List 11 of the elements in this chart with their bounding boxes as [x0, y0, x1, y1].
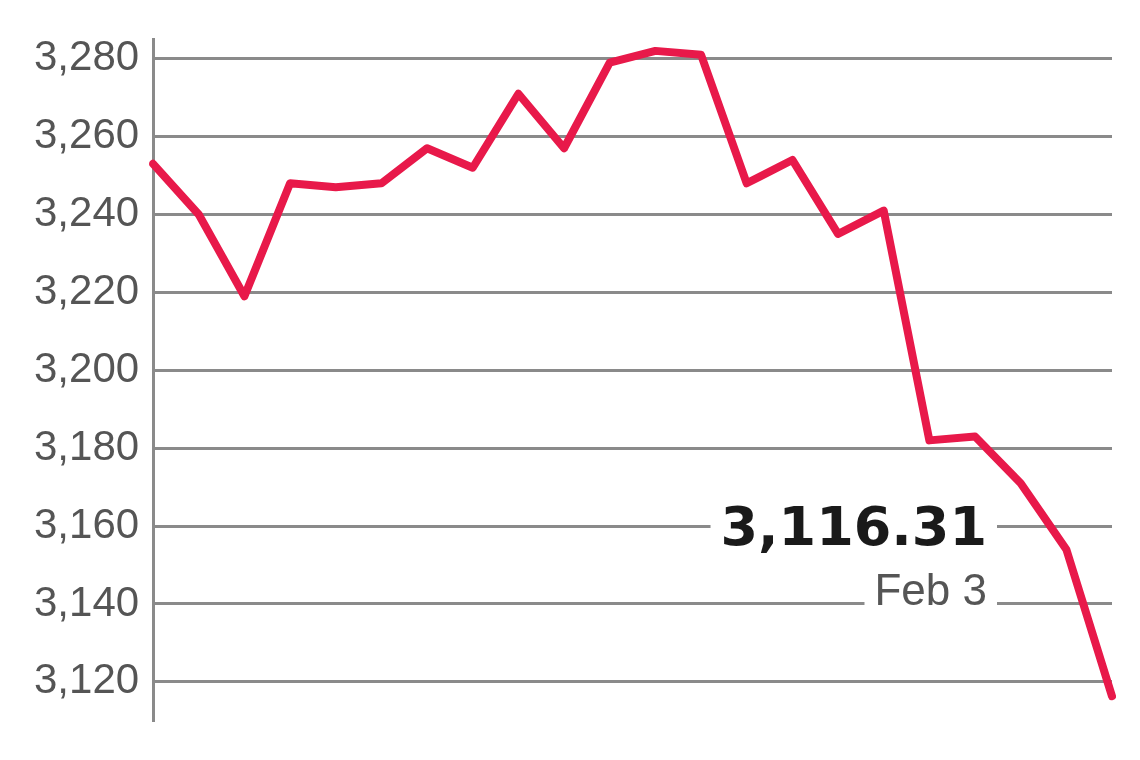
y-tick-label: 3,240 [33, 188, 140, 236]
y-tick-label: 3,200 [33, 343, 140, 391]
y-tick-label: 3,220 [33, 265, 140, 313]
y-tick-label: 3,260 [33, 110, 140, 158]
y-tick-label: 3,160 [33, 499, 140, 547]
annotation: 3,116.31 [720, 495, 987, 559]
y-tick-label: 3,280 [33, 32, 140, 80]
annotation: Feb 3 [874, 565, 987, 615]
y-tick-label: 3,120 [33, 655, 140, 703]
y-tick-label: 3,140 [33, 577, 140, 625]
y-tick-label: 3,180 [33, 421, 140, 469]
